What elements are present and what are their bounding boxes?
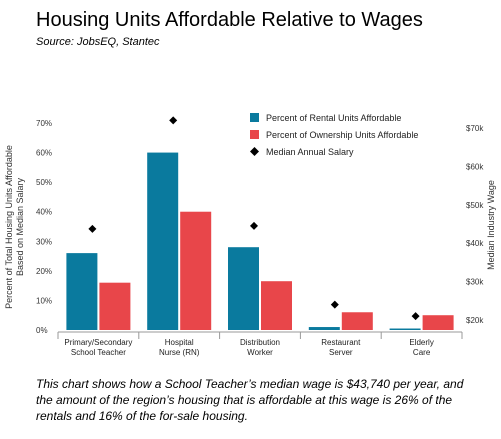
y-left-tick-label: 70% — [36, 119, 52, 128]
salary-marker — [330, 300, 339, 309]
y-left-tick-label: 50% — [36, 178, 52, 187]
x-category-label: Care — [413, 348, 431, 357]
ownership-bar — [99, 282, 131, 330]
rental-bar — [308, 327, 340, 330]
salary-marker — [169, 116, 178, 125]
y-right-tick-label: $50k — [466, 201, 484, 210]
x-category-label: Hospital — [165, 338, 194, 347]
x-category-label: School Teacher — [71, 348, 126, 357]
x-category-label: Restaurant — [321, 338, 361, 347]
x-category-label: Worker — [247, 348, 273, 357]
legend-label-rental: Percent of Rental Units Affordable — [266, 113, 401, 123]
ownership-bar — [341, 312, 373, 330]
y-right-tick-label: $20k — [466, 316, 484, 325]
chart-title: Housing Units Affordable Relative to Wag… — [36, 9, 423, 31]
chart-caption: This chart shows how a School Teacher’s … — [36, 377, 464, 423]
y-left-tick-label: 0% — [36, 326, 48, 335]
ownership-bar — [422, 315, 454, 330]
rental-bar — [66, 253, 98, 330]
x-category-label: Server — [329, 348, 353, 357]
legend-swatch-ownership — [250, 130, 259, 139]
y-right-tick-label: $30k — [466, 278, 484, 287]
salary-marker — [250, 221, 258, 230]
x-category-label: Nurse (RN) — [159, 348, 200, 357]
rental-bar — [389, 328, 421, 330]
y-left-axis-title-line1: Percent of Total Housing Units Affordabl… — [4, 145, 14, 309]
y-right-tick-label: $70k — [466, 124, 484, 133]
y-left-tick-label: 20% — [36, 267, 52, 276]
y-right-tick-label: $40k — [466, 239, 484, 248]
ownership-bar — [180, 211, 212, 330]
legend-swatch-rental — [250, 113, 259, 122]
legend-label-salary: Median Annual Salary — [266, 147, 354, 157]
x-category-label: Elderly — [409, 338, 433, 347]
legend-swatch-salary — [250, 147, 259, 156]
y-left-tick-label: 30% — [36, 237, 52, 246]
legend-label-ownership: Percent of Ownership Units Affordable — [266, 130, 418, 140]
y-right-tick-label: $60k — [466, 162, 484, 171]
salary-marker — [88, 224, 97, 233]
salary-marker — [411, 312, 420, 321]
rental-bar — [228, 247, 259, 330]
y-left-tick-label: 60% — [36, 149, 52, 158]
ownership-bar — [261, 281, 292, 330]
y-right-axis-title: Median Industry Wage — [486, 180, 496, 270]
x-category-label: Primary/Secondary — [64, 338, 132, 347]
rental-bar — [147, 152, 179, 330]
x-category-label: Distribution — [240, 338, 280, 347]
y-left-axis-title-line2: Based on Median Salary — [15, 177, 25, 276]
chart-source: Source: JobsEQ, Stantec — [36, 36, 160, 48]
y-left-tick-label: 40% — [36, 208, 52, 217]
y-left-tick-label: 10% — [36, 296, 52, 305]
